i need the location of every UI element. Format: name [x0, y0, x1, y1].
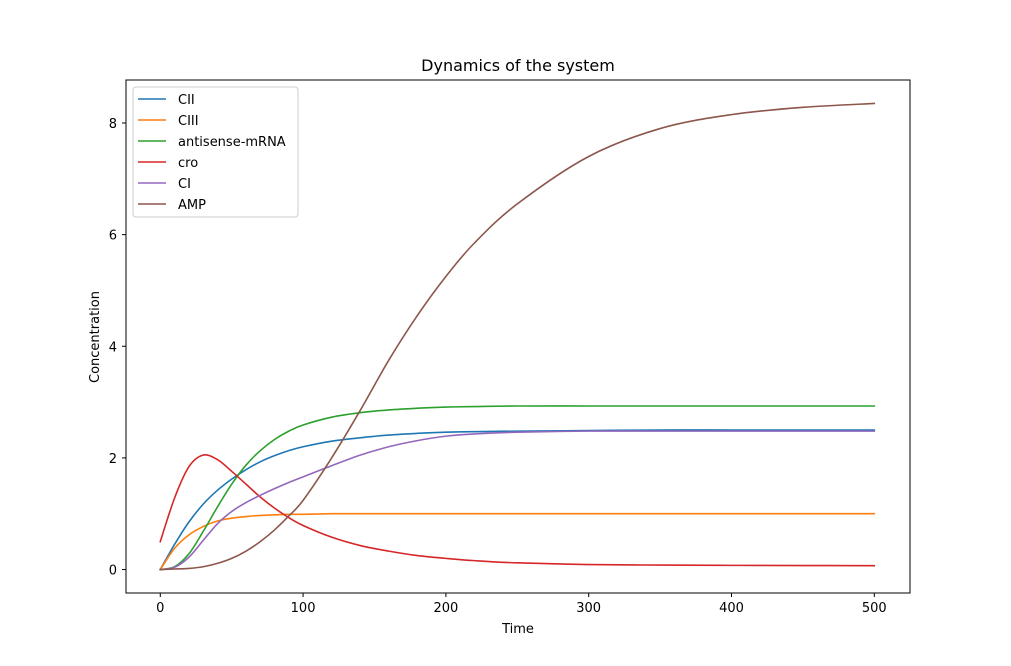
x-axis-label: Time: [501, 622, 534, 637]
x-tick-label: 200: [433, 601, 458, 616]
series-line-ci: [159, 430, 876, 571]
legend-box: [132, 86, 299, 218]
series-line-antisense-mrna: [159, 405, 876, 571]
x-tick-label: 0: [156, 601, 164, 616]
legend-label: cro: [178, 156, 198, 171]
legend-label: CI: [178, 177, 191, 192]
x-tick-label: 100: [291, 601, 316, 616]
y-tick-label: 6: [109, 229, 117, 244]
x-tick-label: 300: [576, 601, 601, 616]
legend-label: CIII: [178, 114, 199, 129]
legend-label: antisense-mRNA: [178, 135, 286, 150]
legend: CII CIII antisense-mRNA cro CI AMP: [132, 86, 299, 218]
x-tick-label: 500: [862, 601, 887, 616]
chart-title: Dynamics of the system: [421, 56, 615, 75]
series-line-ciii: [159, 512, 876, 571]
y-tick-label: 4: [109, 340, 117, 355]
series-line-cii: [159, 429, 876, 571]
series-line-amp: [159, 102, 876, 571]
y-axis-label: Concentration: [88, 291, 103, 383]
x-tick-label: 400: [719, 601, 744, 616]
x-axis: 0 100 200 300 400 500: [156, 593, 887, 616]
y-axis: 0 2 4 6 8: [109, 117, 126, 579]
y-tick-label: 8: [109, 117, 117, 132]
plot-area: [159, 102, 876, 571]
y-tick-label: 0: [109, 564, 117, 579]
axes-frame: [125, 79, 911, 594]
y-tick-label: 2: [109, 452, 117, 467]
legend-label: CII: [178, 93, 195, 108]
legend-label: AMP: [178, 198, 206, 213]
series-line-cro: [159, 454, 876, 567]
